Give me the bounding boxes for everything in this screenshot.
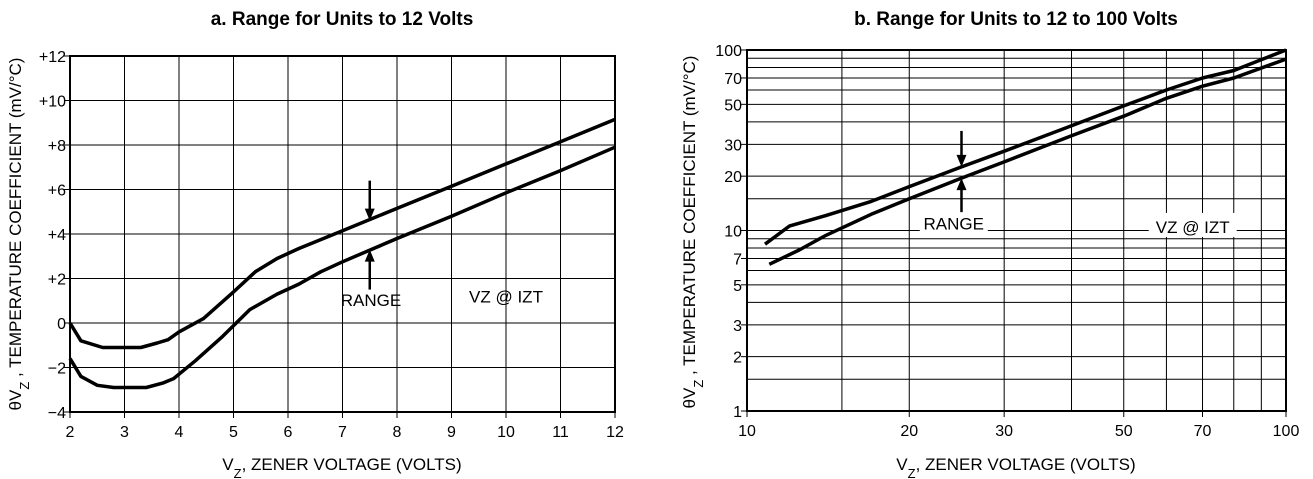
chart-b-xtick-label: 70	[1194, 423, 1212, 440]
chart-b-xtick-label: 100	[1273, 423, 1300, 440]
chart-b-condition-label: VZ @ IZT	[1156, 218, 1230, 237]
chart-b-ytick-label: 20	[724, 169, 742, 186]
chart-b-xtick-label: 30	[995, 423, 1013, 440]
chart-a-ylabel: θVZ , TEMPERATURE COEFFICIENT (mV/°C)	[6, 58, 32, 411]
chart-a-ytick-label: +8	[48, 138, 66, 155]
chart-b-ytick-label: 50	[724, 97, 742, 114]
chart-b-xtick-label: 10	[738, 423, 756, 440]
chart-a-arrow-up-head	[364, 249, 375, 262]
chart-b-xtick-label: 20	[900, 423, 918, 440]
chart-a-ytick-label: +6	[48, 183, 66, 200]
chart-a-xtick-label: 4	[175, 424, 184, 441]
chart-b-ytick-label: 5	[733, 278, 742, 295]
chart-a-ytick-label: −4	[48, 405, 66, 422]
chart-b-xlabel: VZ, ZENER VOLTAGE (VOLTS)	[896, 455, 1135, 479]
chart-b-range-label-bg	[919, 212, 988, 233]
chart-a-ytick-label: +2	[48, 272, 66, 289]
chart-a-xtick-label: 9	[447, 424, 456, 441]
chart-a-series-2-line	[68, 145, 616, 390]
chart-b-ytick-label: 3	[733, 318, 742, 335]
chart-b-ytick-label: 70	[724, 71, 742, 88]
chart-a-title: a. Range for Units to 12 Volts	[211, 9, 474, 30]
chart-a-ytick-label: +4	[48, 227, 66, 244]
chart-b-ytick-label: 2	[733, 350, 742, 367]
chart-b-ytick-label: 10	[724, 224, 742, 241]
chart-b-container: b. Range for Units to 12 to 100 Volts 10 2…	[660, 0, 1313, 479]
chart-a-ytick-label: +10	[39, 94, 66, 111]
chart-a-xtick-label: 11	[552, 424, 569, 441]
chart-a-frame	[69, 55, 616, 413]
chart-a-container: a. Range for Units to 12 Volts 2 3 4 5 6 7 8 9 10…	[0, 0, 640, 479]
chart-b-ytick-label: 1	[733, 404, 742, 421]
chart-b-condition-label-bg	[1148, 212, 1237, 237]
chart-a-xtick-label: 12	[606, 424, 624, 441]
chart-b-series-2-line	[768, 57, 1287, 266]
chart-b-arrow-up-head	[956, 178, 967, 191]
chart-a-ytick-label: −2	[48, 361, 66, 378]
chart-a-xtick-label: 6	[284, 424, 293, 441]
chart-a-series-1-line	[68, 117, 616, 350]
chart-b-ylabel: θVZ , TEMPERATURE COEFFICIENT (mV/°C)	[680, 56, 706, 409]
chart-a-xtick-label: 3	[120, 424, 129, 441]
chart-b-title: b. Range for Units to 12 to 100 Volts	[854, 9, 1178, 30]
chart-a-xtick-label: 7	[338, 424, 347, 441]
chart-b-series-1-line	[763, 48, 1287, 246]
chart-b-xtick-label: 50	[1115, 423, 1133, 440]
chart-a-xtick-label: 2	[66, 424, 75, 441]
chart-b-frame	[746, 49, 1287, 412]
chart-b-arrow-down-head	[956, 154, 967, 167]
chart-a-ytick-label: +12	[39, 49, 66, 66]
chart-a-svg: a. Range for Units to 12 Volts 2 3 4 5 6 7 8 9 10…	[6, 9, 624, 479]
chart-a-xtick-label: 5	[229, 424, 238, 441]
chart-b-ytick-label: 7	[733, 251, 742, 268]
chart-b-svg: b. Range for Units to 12 to 100 Volts 10 2…	[680, 9, 1300, 479]
chart-a-xlabel: VZ, ZENER VOLTAGE (VOLTS)	[222, 455, 461, 479]
chart-b-ytick-label: 100	[715, 43, 742, 60]
chart-a-ytick-label: 0	[57, 316, 66, 333]
chart-b-range-label: RANGE	[924, 215, 984, 234]
chart-b-ytick-label: 30	[724, 137, 742, 154]
chart-a-condition-label: VZ @ IZT	[469, 288, 543, 307]
chart-a-arrow-down-head	[364, 208, 375, 221]
chart-a-xtick-label: 10	[497, 424, 515, 441]
chart-a-range-label: RANGE	[341, 291, 401, 310]
chart-a-xtick-label: 8	[393, 424, 402, 441]
